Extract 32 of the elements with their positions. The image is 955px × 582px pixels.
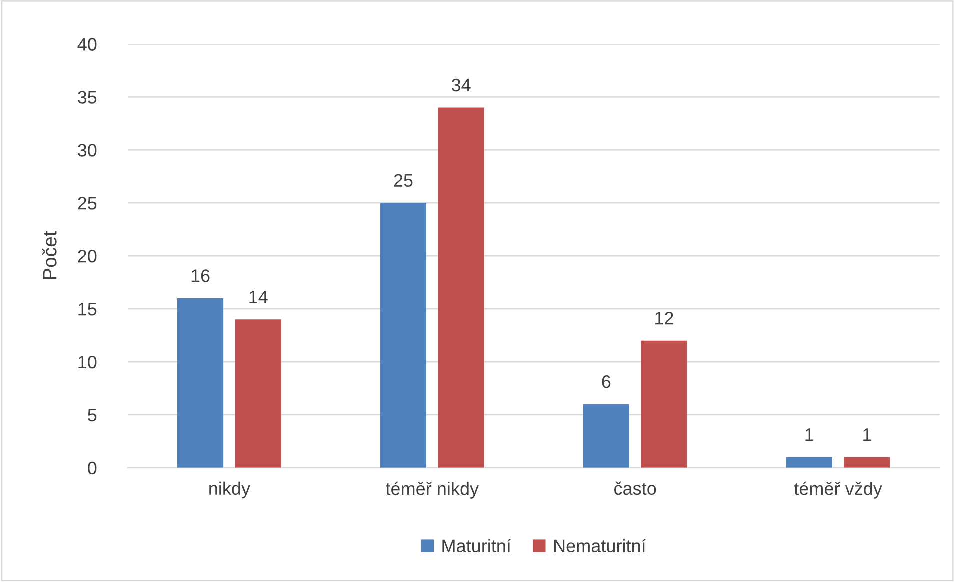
- data-label: 25: [394, 174, 413, 188]
- bar: [583, 404, 630, 468]
- y-tick-label: 0: [88, 462, 97, 475]
- x-tick-label: často: [614, 482, 656, 496]
- y-tick-label: 5: [88, 409, 97, 422]
- legend-label: Maturitní: [442, 539, 512, 553]
- bar: [844, 457, 890, 468]
- y-tick-label: 10: [78, 356, 97, 369]
- data-label: 6: [602, 376, 611, 388]
- y-axis-title: Počet: [42, 231, 57, 280]
- x-tick-label: téměř vždy: [794, 482, 882, 499]
- bar: [235, 320, 282, 468]
- y-tick-label: 30: [78, 144, 97, 157]
- bar: [641, 340, 688, 468]
- bar: [380, 203, 426, 468]
- data-label: 16: [192, 270, 210, 282]
- legend-label: Nematuritní: [554, 539, 646, 553]
- y-tick-label: 15: [78, 303, 97, 316]
- x-tick-label: nikdy: [210, 482, 250, 499]
- y-tick-label: 20: [78, 250, 97, 263]
- y-tick-label: 40: [78, 38, 97, 51]
- y-tick-label: 35: [78, 91, 97, 104]
- data-label: 12: [656, 312, 674, 325]
- data-label: 34: [452, 78, 471, 92]
- data-label: 14: [250, 290, 268, 304]
- bar: [786, 457, 832, 468]
- bar: [177, 298, 224, 468]
- data-label: 1: [806, 428, 814, 442]
- bar: [438, 108, 484, 468]
- y-tick-label: 25: [78, 197, 97, 210]
- data-label: 1: [864, 428, 872, 442]
- x-tick-label: téměř nikdy: [386, 482, 480, 499]
